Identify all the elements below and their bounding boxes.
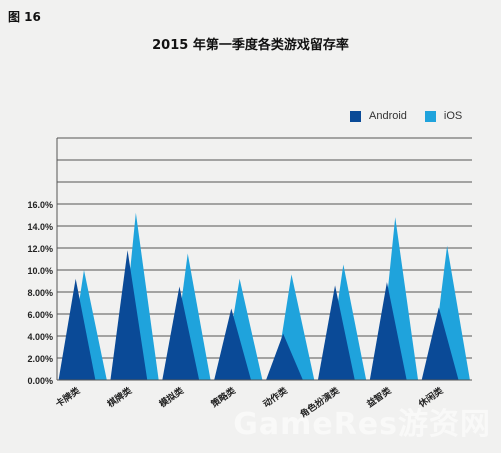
android-peak xyxy=(58,278,96,380)
y-tick-label: 6.00% xyxy=(27,310,53,320)
x-category-label: 动作类 xyxy=(261,384,291,410)
x-category-label: 益智类 xyxy=(364,384,394,410)
legend-swatch-android xyxy=(350,110,361,122)
y-tick-label: 12.0% xyxy=(27,244,53,254)
chart-title: 2015 年第一季度各类游戏留存率 xyxy=(152,38,349,53)
legend-label-android: Android xyxy=(369,110,407,122)
y-tick-label: 4.00% xyxy=(27,332,53,342)
legend-item-ios: iOS xyxy=(424,110,463,122)
figure-label: 图 16 xyxy=(8,10,41,24)
x-category-label: 休闲类 xyxy=(415,384,446,410)
y-tick-label: 8.00% xyxy=(27,288,53,298)
legend-label-ios: iOS xyxy=(443,110,463,122)
x-category-label: 策略类 xyxy=(208,384,239,410)
x-category-label: 卡牌类 xyxy=(53,384,83,410)
legend-swatch-ios xyxy=(424,110,436,122)
x-category-label: 模拟类 xyxy=(157,384,187,410)
y-tick-label: 10.0% xyxy=(27,266,53,276)
y-tick-label: 16.0% xyxy=(27,200,53,210)
android-peak xyxy=(110,250,148,380)
series-layer xyxy=(58,212,470,380)
android-peak xyxy=(369,282,407,380)
x-category-label: 棋牌类 xyxy=(104,384,135,410)
y-tick-label: 0.00% xyxy=(27,376,53,386)
x-category-label: 角色扮演类 xyxy=(298,384,343,420)
y-tick-label: 14.0% xyxy=(27,222,53,232)
android-peak xyxy=(266,333,303,380)
android-peak xyxy=(317,285,355,380)
chart-legend: Android iOS xyxy=(350,110,480,122)
android-peak xyxy=(214,308,252,380)
legend-item-android: Android xyxy=(350,110,407,122)
android-peak xyxy=(162,286,200,380)
y-tick-label: 2.00% xyxy=(27,354,53,364)
android-peak xyxy=(421,307,459,380)
